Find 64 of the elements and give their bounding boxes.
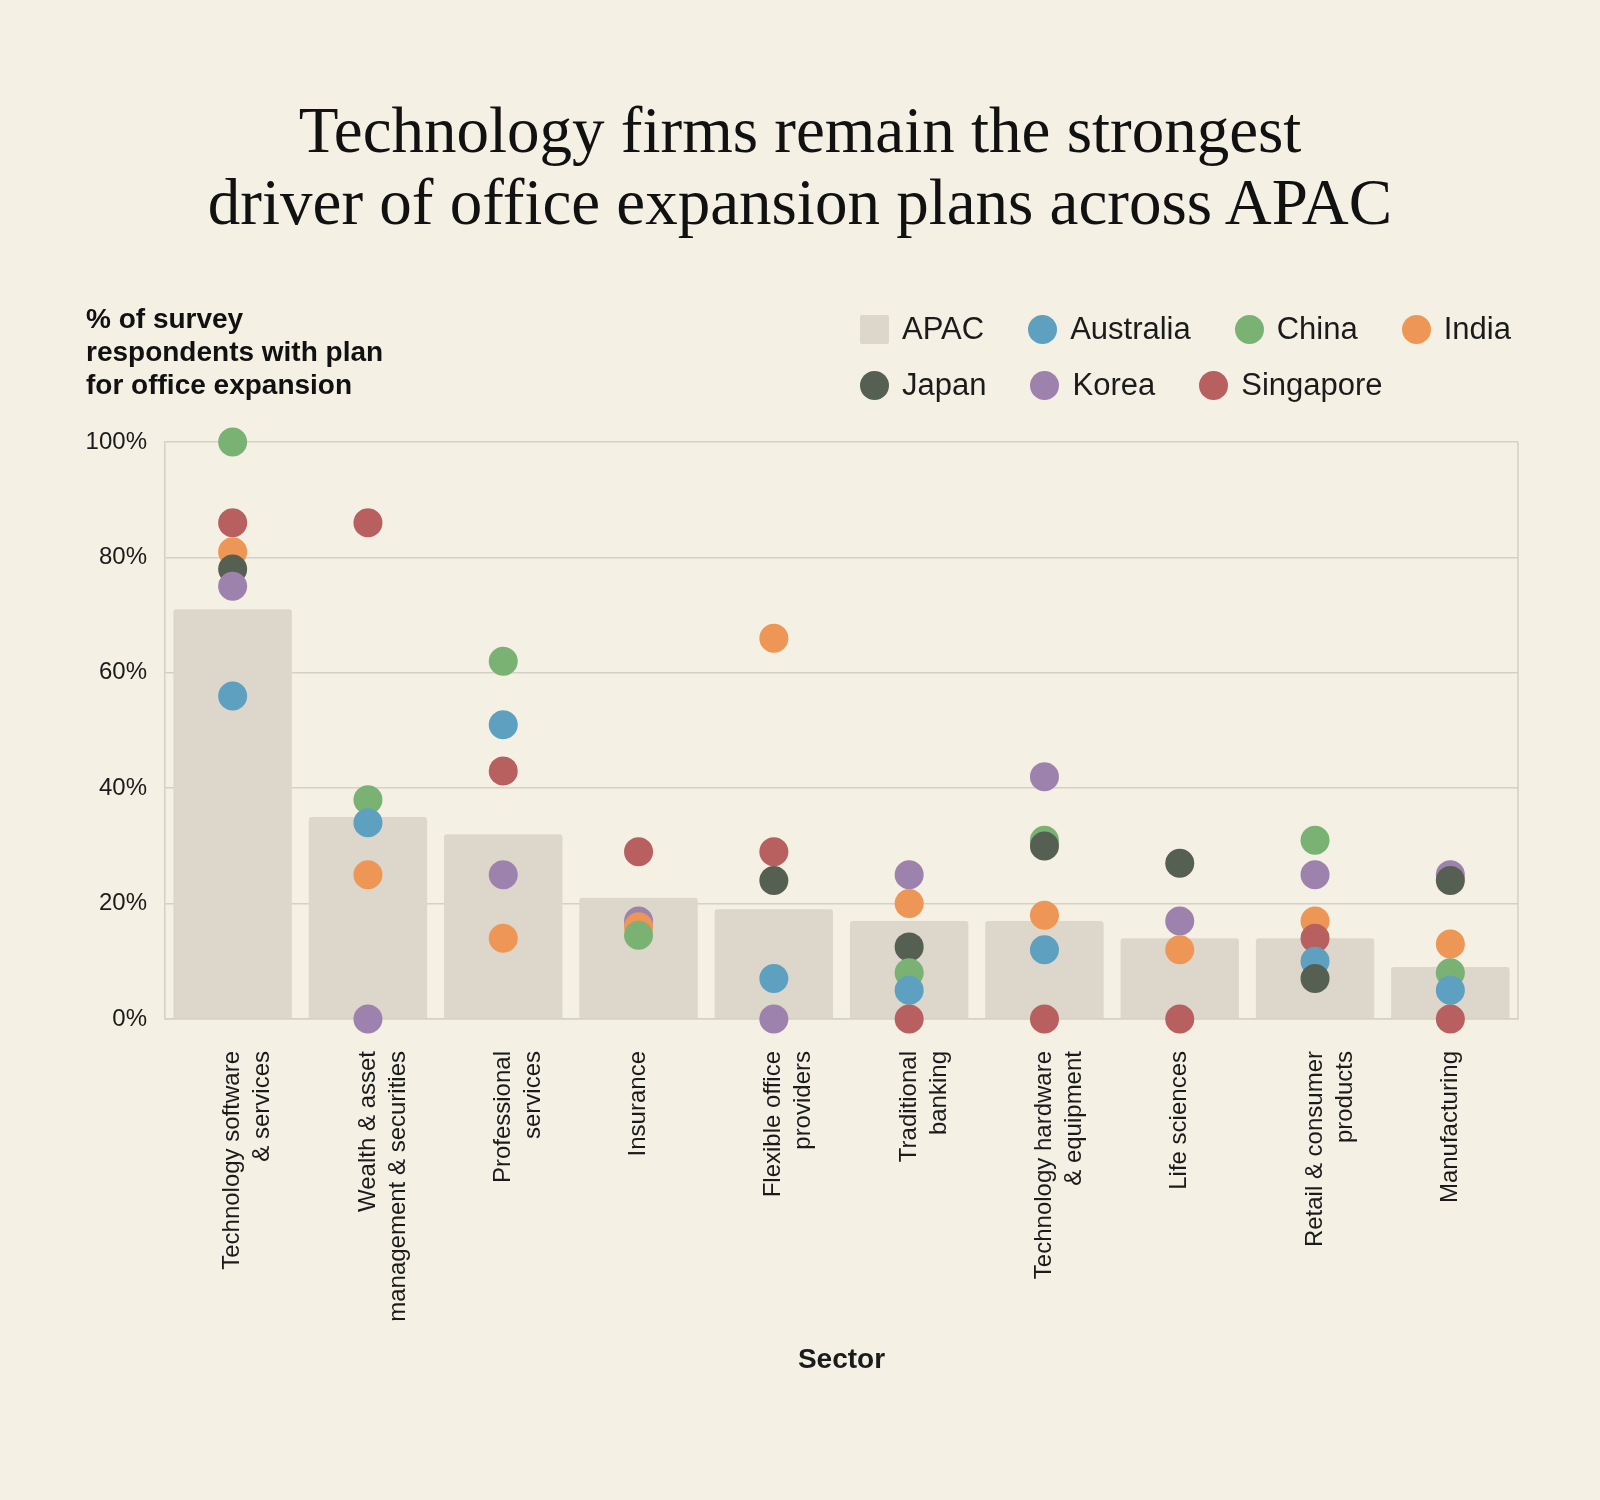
point: [894, 1004, 924, 1034]
point: [894, 975, 924, 1005]
y-axis-title: % of survey respondents with plan for office expansion: [86, 302, 385, 401]
point: [759, 623, 789, 653]
point: [353, 808, 383, 838]
point: [488, 923, 518, 953]
y-tick-label: 80%: [98, 542, 147, 570]
point: [488, 860, 518, 890]
y-tick-label: 60%: [98, 657, 147, 685]
y-tick-label: 40%: [98, 772, 147, 800]
legend-label: Singapore: [1241, 367, 1383, 403]
point: [1029, 1004, 1059, 1034]
point: [759, 964, 789, 994]
chart-title: Technology firms remain the strongest driver of office expansion plans across APAC: [206, 94, 1394, 238]
point: [218, 681, 248, 711]
point: [1435, 1004, 1465, 1034]
point: [1300, 825, 1330, 855]
x-tick-label: Flexible office providers: [758, 1051, 816, 1198]
point: [353, 508, 383, 538]
point: [218, 508, 248, 538]
point: [353, 860, 383, 890]
point: [1165, 906, 1195, 936]
point: [1029, 831, 1059, 861]
x-tick-label: Life sciences: [1164, 1051, 1192, 1190]
x-tick-label: Manufacturing: [1434, 1051, 1462, 1204]
point: [218, 571, 248, 601]
y-tick-label: 20%: [98, 888, 147, 916]
point: [218, 427, 248, 457]
point: [1029, 935, 1059, 965]
point: [1435, 866, 1465, 896]
point: [894, 889, 924, 919]
point: [1300, 860, 1330, 890]
point: [759, 866, 789, 896]
y-tick-label: 100%: [85, 426, 147, 454]
x-tick-label: Traditional banking: [893, 1051, 951, 1163]
point: [894, 860, 924, 890]
x-tick-label: Retail & consumer products: [1299, 1050, 1357, 1248]
legend-label: Australia: [1070, 311, 1191, 347]
point: [353, 1004, 383, 1034]
point: [1029, 762, 1059, 792]
point: [1029, 900, 1059, 930]
point: [1165, 848, 1195, 878]
x-tick-label: Technology software & services: [217, 1051, 275, 1270]
x-tick-label: Professional services: [487, 1051, 545, 1184]
legend-label: India: [1443, 311, 1511, 347]
x-tick-label: Wealth & asset management & securities: [352, 1050, 410, 1322]
point: [1165, 935, 1195, 965]
point: [759, 1004, 789, 1034]
legend-label: Japan: [902, 367, 987, 403]
legend-label: Korea: [1072, 367, 1156, 403]
point: [488, 646, 518, 676]
point: [1165, 1004, 1195, 1034]
x-tick-label: Insurance: [623, 1051, 651, 1157]
point: [624, 920, 654, 950]
point: [488, 756, 518, 786]
legend-label: APAC: [902, 311, 985, 347]
point: [488, 710, 518, 740]
point: [759, 837, 789, 867]
point: [624, 837, 654, 867]
point: [894, 932, 924, 962]
y-tick-label: 0%: [112, 1003, 147, 1031]
point: [1435, 929, 1465, 959]
legend-label: China: [1276, 311, 1358, 347]
x-axis-title: Sector: [797, 1342, 886, 1374]
